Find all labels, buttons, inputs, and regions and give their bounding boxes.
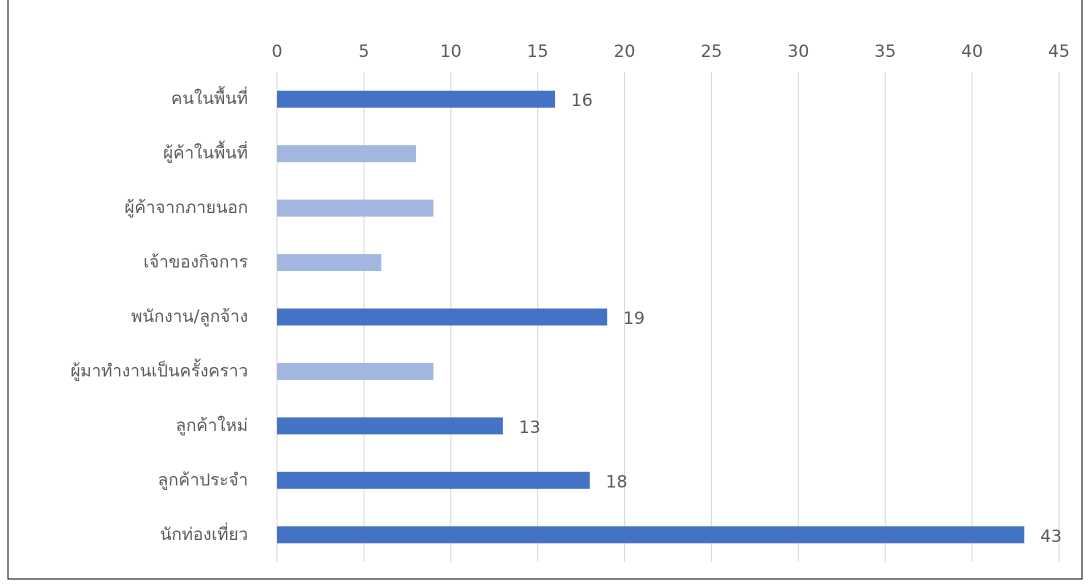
- data-label: 16: [571, 91, 593, 111]
- bar: [277, 199, 434, 217]
- bar: [277, 145, 417, 163]
- y-tick-label: ผู้ค้าในพื้นที่: [163, 141, 248, 164]
- y-tick-label: ผู้ค้าจากภายนอก: [124, 198, 248, 218]
- data-label: 43: [1040, 527, 1062, 547]
- data-label: 13: [519, 418, 541, 438]
- bar: [277, 471, 590, 489]
- x-tick-label: 0: [272, 42, 283, 62]
- bar: [277, 417, 503, 435]
- y-tick-label: คนในพื้นที่: [171, 86, 248, 109]
- chart-frame: [7, 0, 1083, 580]
- y-tick-label: เจ้าของกิจการ: [143, 253, 248, 273]
- bar: [277, 308, 608, 326]
- bar: [277, 254, 382, 272]
- x-tick-label: 30: [788, 42, 810, 62]
- bar: [277, 90, 556, 108]
- data-label: 18: [606, 472, 628, 492]
- data-label: 19: [623, 309, 645, 329]
- x-tick-label: 15: [527, 42, 549, 62]
- y-tick-label: พนักงาน/ลูกจ้าง: [131, 307, 248, 327]
- y-tick-label: นักท่องเที่ยว: [160, 522, 248, 545]
- x-tick-label: 45: [1048, 42, 1070, 62]
- bar: [277, 362, 434, 380]
- bar: [277, 526, 1025, 544]
- y-tick-label: ลูกค้าประจำ: [158, 470, 248, 490]
- x-tick-label: 20: [614, 42, 636, 62]
- x-tick-label: 40: [961, 42, 983, 62]
- x-tick-label: 10: [440, 42, 462, 62]
- x-tick-label: 35: [874, 42, 896, 62]
- x-tick-label: 5: [358, 42, 369, 62]
- y-tick-label: ผู้มาทำงานเป็นครั้งคราว: [70, 358, 248, 381]
- y-tick-label: ลูกค้าใหม่: [176, 415, 248, 436]
- x-tick-label: 25: [701, 42, 723, 62]
